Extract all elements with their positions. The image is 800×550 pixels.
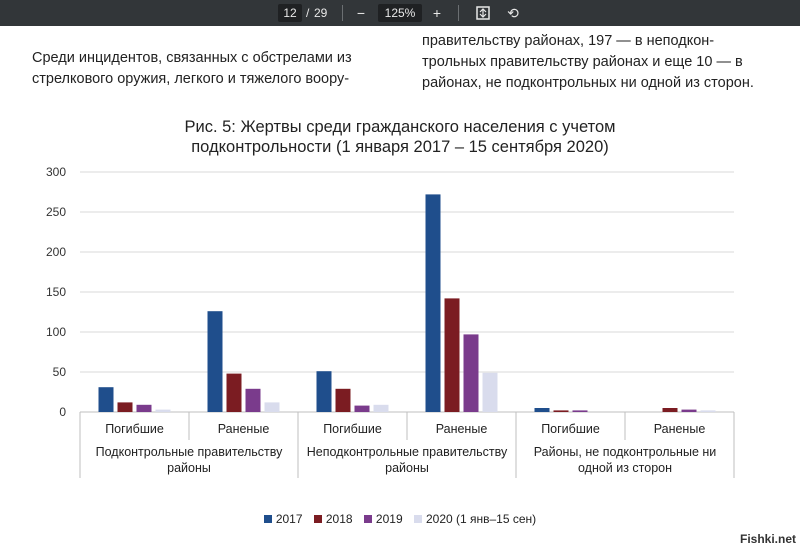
chart-title-line-1: Рис. 5: Жертвы среди гражданского населе… xyxy=(184,118,616,136)
legend-item-2019: 2019 xyxy=(363,512,403,526)
x-group-label: одной из сторон xyxy=(578,461,672,475)
x-category-label: Погибшие xyxy=(323,422,382,436)
y-tick-label: 150 xyxy=(46,285,66,299)
y-tick-label: 250 xyxy=(46,205,66,219)
bar-2017 xyxy=(534,408,550,412)
bar-2020 xyxy=(482,372,498,412)
legend-label: 2017 xyxy=(275,512,303,526)
chart-legend: 2017 2018 2019 2020 (1 янв–15 сен) xyxy=(0,512,800,526)
page-total: 29 xyxy=(314,6,328,20)
x-group-label: районы xyxy=(167,461,211,475)
text-line: правительству районах, 197 — в неподкон- xyxy=(422,33,715,49)
watermark: Fishki.net xyxy=(739,532,796,546)
x-category-label: Раненые xyxy=(436,422,488,436)
bar-2017 xyxy=(425,194,441,412)
rotate-icon[interactable]: ⟲ xyxy=(507,5,519,21)
bar-2019 xyxy=(681,409,697,412)
legend-swatch xyxy=(263,515,272,523)
text-line: стрелкового оружия, легкого и тяжелого в… xyxy=(32,71,350,87)
bar-2019 xyxy=(463,334,479,412)
x-group-label: Районы, не подконтрольные ни xyxy=(534,445,717,459)
chart-title-line-2: подконтрольности (1 января 2017 – 15 сен… xyxy=(191,138,609,156)
bar-2017 xyxy=(98,387,114,412)
bar-2019 xyxy=(136,404,152,412)
bar-2018 xyxy=(117,402,133,412)
y-tick-label: 200 xyxy=(46,245,66,259)
legend-swatch xyxy=(313,515,322,523)
body-text-right: правительству районах, 197 — в неподкон-… xyxy=(422,31,764,94)
bar-2017 xyxy=(316,371,332,412)
y-tick-label: 100 xyxy=(46,325,66,339)
legend-label: 2020 (1 янв–15 сен) xyxy=(425,512,537,526)
zoom-out-icon[interactable]: − xyxy=(356,5,366,21)
legend-item-2020: 2020 (1 янв–15 сен) xyxy=(413,512,537,526)
bar-2018 xyxy=(662,408,678,412)
fit-page-icon[interactable] xyxy=(474,4,492,22)
zoom-level-input[interactable]: 125% xyxy=(378,4,422,22)
zoom-in-icon[interactable]: + xyxy=(432,5,442,21)
x-category-label: Погибшие xyxy=(105,422,164,436)
y-tick-label: 50 xyxy=(53,365,67,379)
x-category-label: Раненые xyxy=(218,422,270,436)
bar-2020 xyxy=(373,404,389,412)
bar-2020 xyxy=(264,402,280,412)
bar-2018 xyxy=(444,298,460,412)
toolbar-divider xyxy=(458,5,459,21)
bar-2018 xyxy=(553,410,569,412)
x-category-label: Раненые xyxy=(654,422,706,436)
text-line: трольных правительству районах и еще 10 … xyxy=(422,54,743,70)
legend-item-2018: 2018 xyxy=(313,512,353,526)
y-tick-label: 300 xyxy=(46,165,66,179)
pdf-toolbar: 12 / 29 − 125% + ⟲ xyxy=(0,0,800,26)
bar-2019 xyxy=(245,388,261,412)
legend-label: 2019 xyxy=(375,512,403,526)
legend-item-2017: 2017 xyxy=(263,512,303,526)
toolbar-divider xyxy=(342,5,343,21)
x-group-label: районы xyxy=(385,461,429,475)
bar-2019 xyxy=(354,405,370,412)
bar-2020 xyxy=(155,409,171,412)
legend-label: 2018 xyxy=(325,512,353,526)
bar-2018 xyxy=(335,388,351,412)
legend-swatch xyxy=(363,515,372,523)
bar-2020 xyxy=(700,410,716,412)
text-line: Среди инцидентов, связанных с обстрелами… xyxy=(32,50,352,66)
x-group-label: Подконтрольные правительству xyxy=(96,445,283,459)
page-separator: / xyxy=(306,6,310,20)
y-tick-label: 0 xyxy=(59,405,66,419)
body-text-left: Среди инцидентов, связанных с обстрелами… xyxy=(32,48,384,90)
bar-2018 xyxy=(226,373,242,412)
page-number-input[interactable]: 12 xyxy=(278,4,302,22)
bar-2019 xyxy=(572,410,588,412)
legend-swatch xyxy=(413,515,422,523)
bar-2017 xyxy=(207,311,223,412)
x-group-label: Неподконтрольные правительству xyxy=(307,445,508,459)
x-category-label: Погибшие xyxy=(541,422,600,436)
text-line: районах, не подконтрольных ни одной из с… xyxy=(422,75,754,91)
